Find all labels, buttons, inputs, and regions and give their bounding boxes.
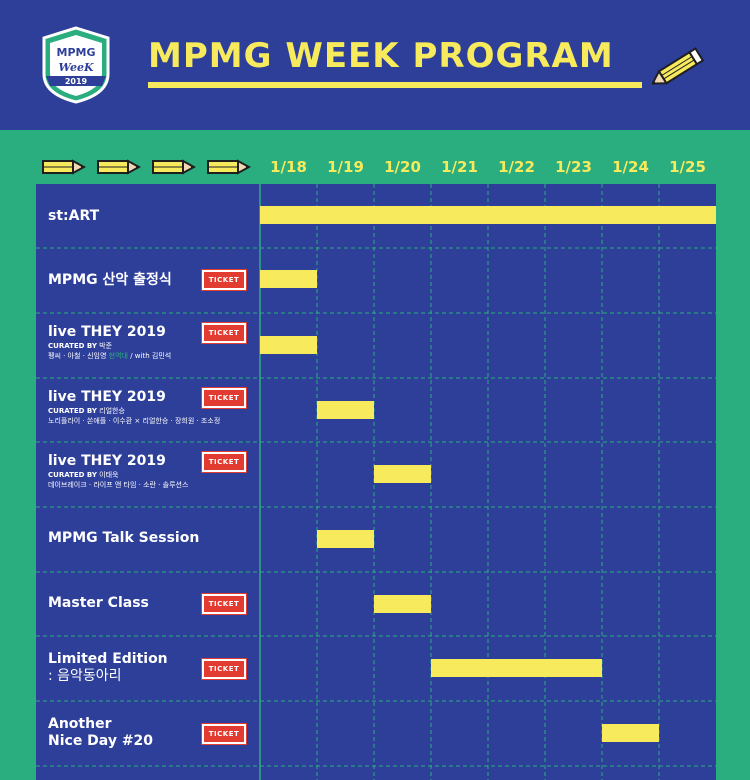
- artists: 펭씨 · 아철 · 신임영 현역대 / with 김민석: [48, 351, 253, 361]
- date-header-row: 1/18 1/19 1/20 1/21 1/22 1/23 1/24 1/25: [260, 158, 716, 180]
- date-label: 1/25: [669, 158, 706, 176]
- schedule-bar: [374, 595, 431, 613]
- ticket-button[interactable]: TICKET: [201, 322, 247, 344]
- ticket-label: TICKET: [208, 276, 240, 284]
- curated-by: CURATED BY 박준: [48, 341, 253, 351]
- pencil-icon: [97, 159, 141, 175]
- curated-prefix: CURATED BY: [48, 471, 97, 479]
- date-label: 1/21: [441, 158, 478, 176]
- schedule-bar: [260, 270, 317, 288]
- schedule-bar: [317, 530, 374, 548]
- ticket-button[interactable]: TICKET: [201, 593, 247, 615]
- row-label: MPMG Talk Session: [48, 530, 253, 547]
- artist-list: 데이브레이크 · 라이프 앤 타임 · 소란 · 솔루션스: [48, 481, 189, 489]
- row-label: live THEY 2019 CURATED BY 박준 펭씨 · 아철 · 신…: [48, 324, 253, 361]
- row-label: live THEY 2019 CURATED BY 리얼한승 노리플라이 · 쏜…: [48, 389, 253, 426]
- row-title: Master Class: [48, 595, 149, 611]
- schedule-bar: [260, 206, 716, 224]
- curated-by: CURATED BY 이태욱: [48, 470, 253, 480]
- date-label: 1/23: [555, 158, 592, 176]
- ticket-button[interactable]: TICKET: [201, 723, 247, 745]
- title-underline: [148, 82, 642, 88]
- schedule-bar: [431, 659, 602, 677]
- artist-list: 노리플라이 · 쏜애플 · 이수환 × 리얼한승 · 장희원 · 조소정: [48, 417, 221, 425]
- badge-year: 2019: [65, 77, 88, 86]
- ticket-label: TICKET: [208, 665, 240, 673]
- row-title-2: Nice Day #20: [48, 733, 154, 749]
- curated-prefix: CURATED BY: [48, 407, 97, 415]
- row-title: Another: [48, 716, 112, 732]
- row-title: st:ART: [48, 208, 100, 224]
- badge-middle-text: WeeK: [58, 61, 93, 74]
- curated-by: CURATED BY 리얼한승: [48, 406, 253, 416]
- schedule-board: st:ART MPMG 산악 출정식 TICKET live THEY 2019…: [36, 184, 716, 780]
- curator: 이태욱: [99, 471, 119, 479]
- schedule-bar: [317, 401, 374, 419]
- ticket-button[interactable]: TICKET: [201, 387, 247, 409]
- mpmg-week-badge-icon: MPMG WeeK 2019: [42, 26, 110, 104]
- date-label: 1/18: [270, 158, 307, 176]
- artist-list: 펭씨 · 아철 · 신임영: [48, 352, 107, 360]
- row-label: MPMG 산악 출정식: [48, 272, 253, 289]
- curated-prefix: CURATED BY: [48, 342, 97, 350]
- date-label: 1/20: [384, 158, 421, 176]
- row-title-2: : 음악동아리: [48, 668, 122, 684]
- artist-note: 현역대: [108, 352, 128, 360]
- row-title: live THEY 2019: [48, 389, 166, 405]
- ticket-label: TICKET: [208, 458, 240, 466]
- curator: 리얼한승: [99, 407, 125, 415]
- date-label: 1/19: [327, 158, 364, 176]
- row-label: Another Nice Day #20: [48, 716, 253, 750]
- curator: 박준: [99, 342, 113, 350]
- date-label: 1/22: [498, 158, 535, 176]
- ticket-label: TICKET: [208, 730, 240, 738]
- row-title: live THEY 2019: [48, 453, 166, 469]
- ticket-label: TICKET: [208, 394, 240, 402]
- pencil-decoration-row: [42, 155, 252, 179]
- row-label: Master Class: [48, 595, 253, 612]
- badge-top-text: MPMG: [57, 46, 96, 59]
- pencil-icon: [42, 159, 86, 175]
- schedule-bar: [602, 724, 659, 742]
- ticket-label: TICKET: [208, 329, 240, 337]
- ticket-button[interactable]: TICKET: [201, 658, 247, 680]
- ticket-button[interactable]: TICKET: [201, 269, 247, 291]
- row-title: live THEY 2019: [48, 324, 166, 340]
- schedule-bar: [374, 465, 431, 483]
- ticket-label: TICKET: [208, 600, 240, 608]
- artist-suffix: / with 김민석: [128, 352, 172, 360]
- ticket-button[interactable]: TICKET: [201, 451, 247, 473]
- schedule-bar: [260, 336, 317, 354]
- row-title: MPMG Talk Session: [48, 530, 200, 546]
- date-label: 1/24: [612, 158, 649, 176]
- row-label: Limited Edition : 음악동아리: [48, 651, 253, 685]
- pencil-icon: [207, 159, 251, 175]
- pencil-icon: [152, 159, 196, 175]
- page-title: MPMG WEEK PROGRAM: [148, 36, 614, 76]
- header: MPMG WeeK 2019 MPMG WEEK PROGRAM: [0, 0, 750, 130]
- pencil-icon: [652, 47, 705, 85]
- row-title: Limited Edition: [48, 651, 168, 667]
- row-label: live THEY 2019 CURATED BY 이태욱 데이브레이크 · 라…: [48, 453, 253, 490]
- row-title: MPMG 산악 출정식: [48, 272, 172, 288]
- row-label: st:ART: [48, 208, 253, 225]
